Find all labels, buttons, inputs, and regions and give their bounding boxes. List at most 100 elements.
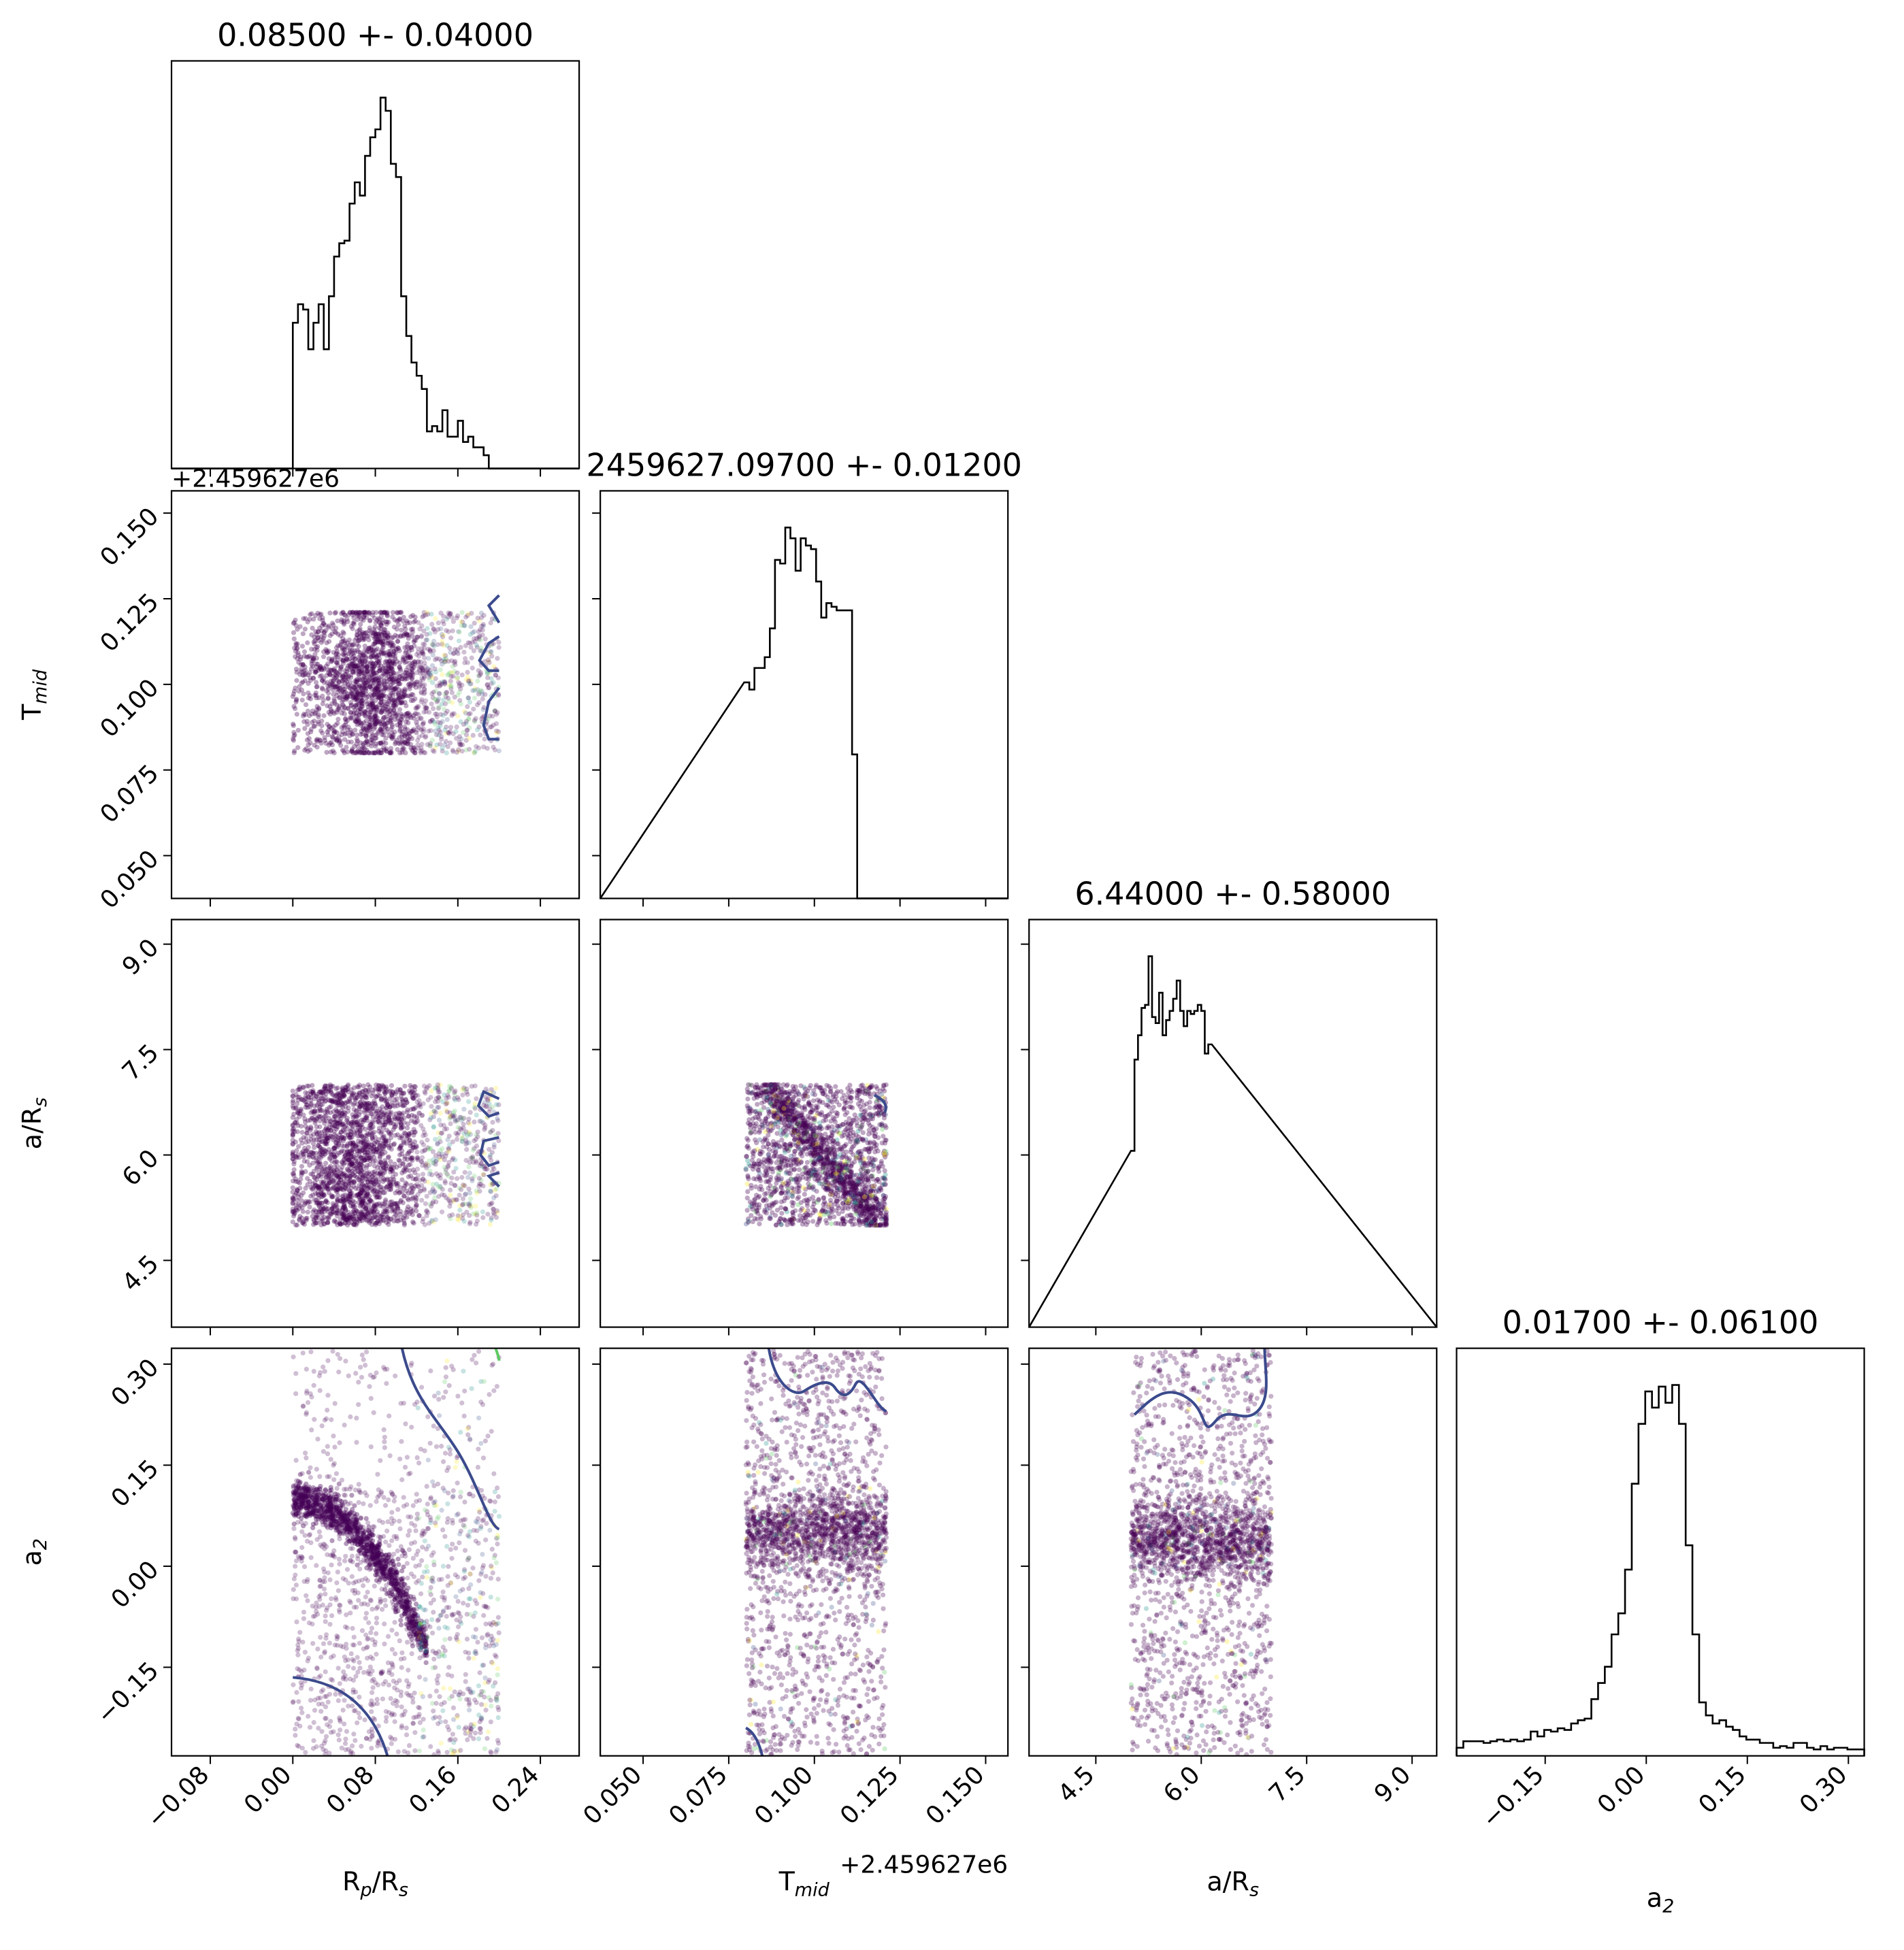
scatter-point — [317, 616, 323, 621]
scatter-point — [397, 720, 403, 725]
scatter-point — [376, 625, 382, 631]
scatter-point — [370, 1087, 376, 1093]
scatter-point — [360, 651, 365, 657]
scatter-point — [381, 642, 387, 648]
scatter-point — [410, 1095, 416, 1101]
scatter-point — [359, 701, 365, 706]
scatter-point — [397, 610, 402, 615]
scatter-point — [398, 633, 404, 638]
scatter-point — [388, 1186, 393, 1191]
scatter-point — [291, 691, 297, 697]
scatter-point — [355, 722, 360, 727]
scatter-point — [391, 687, 396, 693]
scatter-point — [474, 727, 480, 733]
scatter-point — [354, 741, 359, 746]
scatter-point — [386, 1154, 391, 1159]
scatter-point — [453, 1157, 458, 1163]
scatter-point — [373, 631, 379, 637]
scatter-point — [389, 665, 394, 671]
scatter-point — [310, 657, 316, 662]
scatter-point — [357, 677, 363, 682]
scatter-point — [369, 734, 374, 740]
scatter-point — [295, 1123, 301, 1128]
scatter-point — [381, 693, 387, 698]
scatter-point — [488, 649, 493, 655]
scatter-point — [388, 1159, 393, 1164]
scatter-point — [327, 639, 332, 644]
scatter-point — [374, 685, 379, 691]
scatter-point — [448, 1121, 453, 1127]
scatter-point — [430, 652, 436, 658]
scatter-point — [444, 716, 450, 723]
scatter-point — [396, 687, 401, 693]
scatter-point — [353, 688, 359, 693]
scatter-point — [361, 727, 367, 733]
scatter-point — [455, 692, 461, 698]
scatter-point — [428, 673, 433, 678]
scatter-point — [384, 658, 389, 664]
scatter-point — [367, 712, 372, 717]
scatter-point — [318, 664, 323, 670]
scatter-point — [440, 745, 445, 751]
scatter-point — [363, 655, 369, 661]
scatter-point — [306, 690, 311, 695]
scatter-point — [355, 721, 361, 726]
scatter-point — [385, 638, 391, 644]
scatter-point — [359, 697, 365, 704]
scatter-point — [365, 660, 370, 665]
scatter-point — [296, 1087, 301, 1092]
scatter-point — [313, 710, 318, 716]
scatter-point — [290, 1088, 295, 1094]
scatter-point — [378, 610, 384, 615]
scatter-point — [446, 695, 451, 701]
scatter-point — [401, 689, 407, 695]
scatter-point — [375, 687, 380, 692]
scatter-point — [459, 682, 465, 688]
scatter-point — [351, 1183, 357, 1189]
scatter-point — [443, 657, 449, 663]
scatter-point — [349, 661, 355, 667]
scatter-point — [421, 729, 427, 734]
scatter-point — [400, 714, 406, 719]
scatter-point — [375, 640, 381, 645]
scatter-point — [308, 1097, 314, 1104]
scatter-point — [394, 676, 399, 681]
scatter-point — [348, 702, 355, 708]
scatter-point — [314, 736, 320, 742]
scatter-point — [406, 655, 411, 660]
scatter-point — [354, 697, 359, 703]
scatter-point — [323, 740, 329, 746]
scatter-point — [356, 702, 361, 708]
scatter-point — [470, 1155, 475, 1161]
scatter-point — [366, 610, 372, 615]
scatter-point — [342, 1212, 347, 1217]
scatter-point — [397, 1089, 403, 1095]
scatter-point — [478, 646, 484, 651]
scatter-point — [370, 677, 376, 682]
scatter-point — [357, 1129, 363, 1134]
scatter-point — [462, 1170, 467, 1175]
scatter-point — [452, 646, 458, 652]
scatter-point — [384, 1105, 389, 1110]
scatter-point — [401, 655, 406, 660]
scatter-point — [378, 640, 384, 646]
scatter-point — [401, 693, 406, 698]
scatter-point — [425, 667, 430, 672]
scatter-point — [309, 632, 314, 638]
scatter-point — [418, 745, 424, 750]
scatter-point — [367, 725, 373, 731]
scatter-point — [293, 617, 298, 623]
scatter-point — [465, 1099, 472, 1104]
scatter-point — [335, 721, 340, 726]
scatter-point — [340, 610, 346, 615]
scatter-point — [331, 622, 336, 628]
scatter-point — [344, 665, 350, 672]
scatter-point — [358, 1191, 363, 1196]
scatter-point — [344, 1144, 350, 1149]
scatter-point — [404, 667, 409, 673]
scatter-point — [374, 633, 380, 639]
scatter-point — [391, 648, 397, 655]
scatter-point — [387, 632, 392, 638]
scatter-point — [446, 1213, 453, 1219]
scatter-point — [384, 679, 390, 684]
